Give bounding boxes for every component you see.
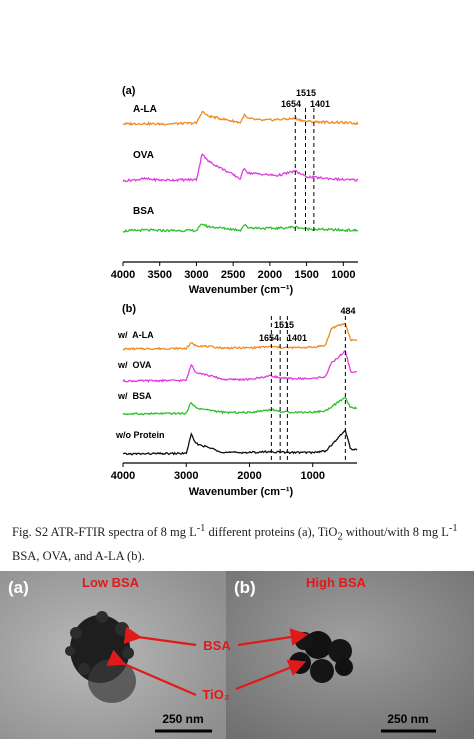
chart-a-x-axis-label: Wavenumber (cm⁻¹) xyxy=(189,284,294,296)
chart-b-series-label: w/ BSA xyxy=(117,391,152,401)
arrow-tio2-right xyxy=(235,659,307,691)
chart-b-annot-1401: 1401 xyxy=(287,333,307,343)
nanoparticle-aggregate-b xyxy=(289,631,353,683)
chart-b-x-axis-label: Wavenumber (cm⁻¹) xyxy=(189,486,294,498)
chart-b-panel-label: (b) xyxy=(122,303,136,315)
bsa-arrow-label: BSA xyxy=(203,638,231,653)
chart-b-annot-1654: 1654 xyxy=(259,333,279,343)
figure-caption: Fig. S2 ATR-FTIR spectra of 8 mg L-1 dif… xyxy=(12,523,458,563)
series-line-w-o-protein xyxy=(122,429,358,456)
tem-panel-a-scale-label: 250 nm xyxy=(162,712,203,726)
chart-a: (a) A-LA OVA BSA 1654 1515 1401 4000 3500… xyxy=(111,85,359,296)
tem-panel-b-scale-label: 250 nm xyxy=(387,712,428,726)
arrow-bsa-right xyxy=(237,628,309,647)
chart-b-annot-484: 484 xyxy=(340,306,355,316)
chart-b-series-label: w/ A-LA xyxy=(117,330,154,340)
arrow-tio2-left xyxy=(106,649,197,697)
series-line-a-la xyxy=(122,110,359,127)
chart-a-panel-label: (a) xyxy=(122,85,136,97)
series-line-ova xyxy=(122,153,359,183)
series-line-w-a-la xyxy=(123,322,358,351)
chart-b-series-label: w/ OVA xyxy=(117,360,152,370)
tem-panel-a-title: Low BSA xyxy=(82,575,140,590)
x-tick-label: 2000 xyxy=(237,470,261,482)
x-tick-label: 3000 xyxy=(184,269,208,281)
chart-a-series-label: OVA xyxy=(133,150,154,161)
chart-a-annot-1401: 1401 xyxy=(310,99,330,109)
x-tick-label: 4000 xyxy=(111,269,135,281)
x-tick-label: 1000 xyxy=(331,269,355,281)
x-tick-label: 1500 xyxy=(294,269,318,281)
chart-b-series-label: w/o Protein xyxy=(115,430,165,440)
x-tick-label: 2500 xyxy=(221,269,245,281)
x-tick-label: 4000 xyxy=(111,470,135,482)
chart-a-series-label: A-LA xyxy=(133,104,157,115)
chart-b-annot-1515: 1515 xyxy=(274,320,294,330)
tem-images: (a) Low BSA 250 nm (b) High BSA 250 nm B… xyxy=(0,571,474,739)
series-line-w-ova xyxy=(122,349,358,383)
chart-a-series-label: BSA xyxy=(133,206,154,217)
series-line-w-bsa xyxy=(122,397,358,416)
x-tick-label: 1000 xyxy=(300,470,324,482)
x-tick-label: 3500 xyxy=(147,269,171,281)
chart-a-annot-1654: 1654 xyxy=(281,99,301,109)
tem-panel-a-label: (a) xyxy=(8,578,29,597)
arrow-bsa-left xyxy=(123,626,197,647)
chart-b: (b) w/ A-LA w/ OVA w/ BSA w/o Protein 16… xyxy=(111,303,358,498)
x-tick-label: 3000 xyxy=(174,470,198,482)
tio2-arrow-label: TiO₂ xyxy=(202,687,229,702)
series-line-bsa xyxy=(122,223,359,233)
tem-panel-b-title: High BSA xyxy=(306,575,367,590)
x-tick-label: 2000 xyxy=(258,269,282,281)
chart-a-annot-1515: 1515 xyxy=(296,88,316,98)
tem-panel-b-label: (b) xyxy=(234,578,256,597)
